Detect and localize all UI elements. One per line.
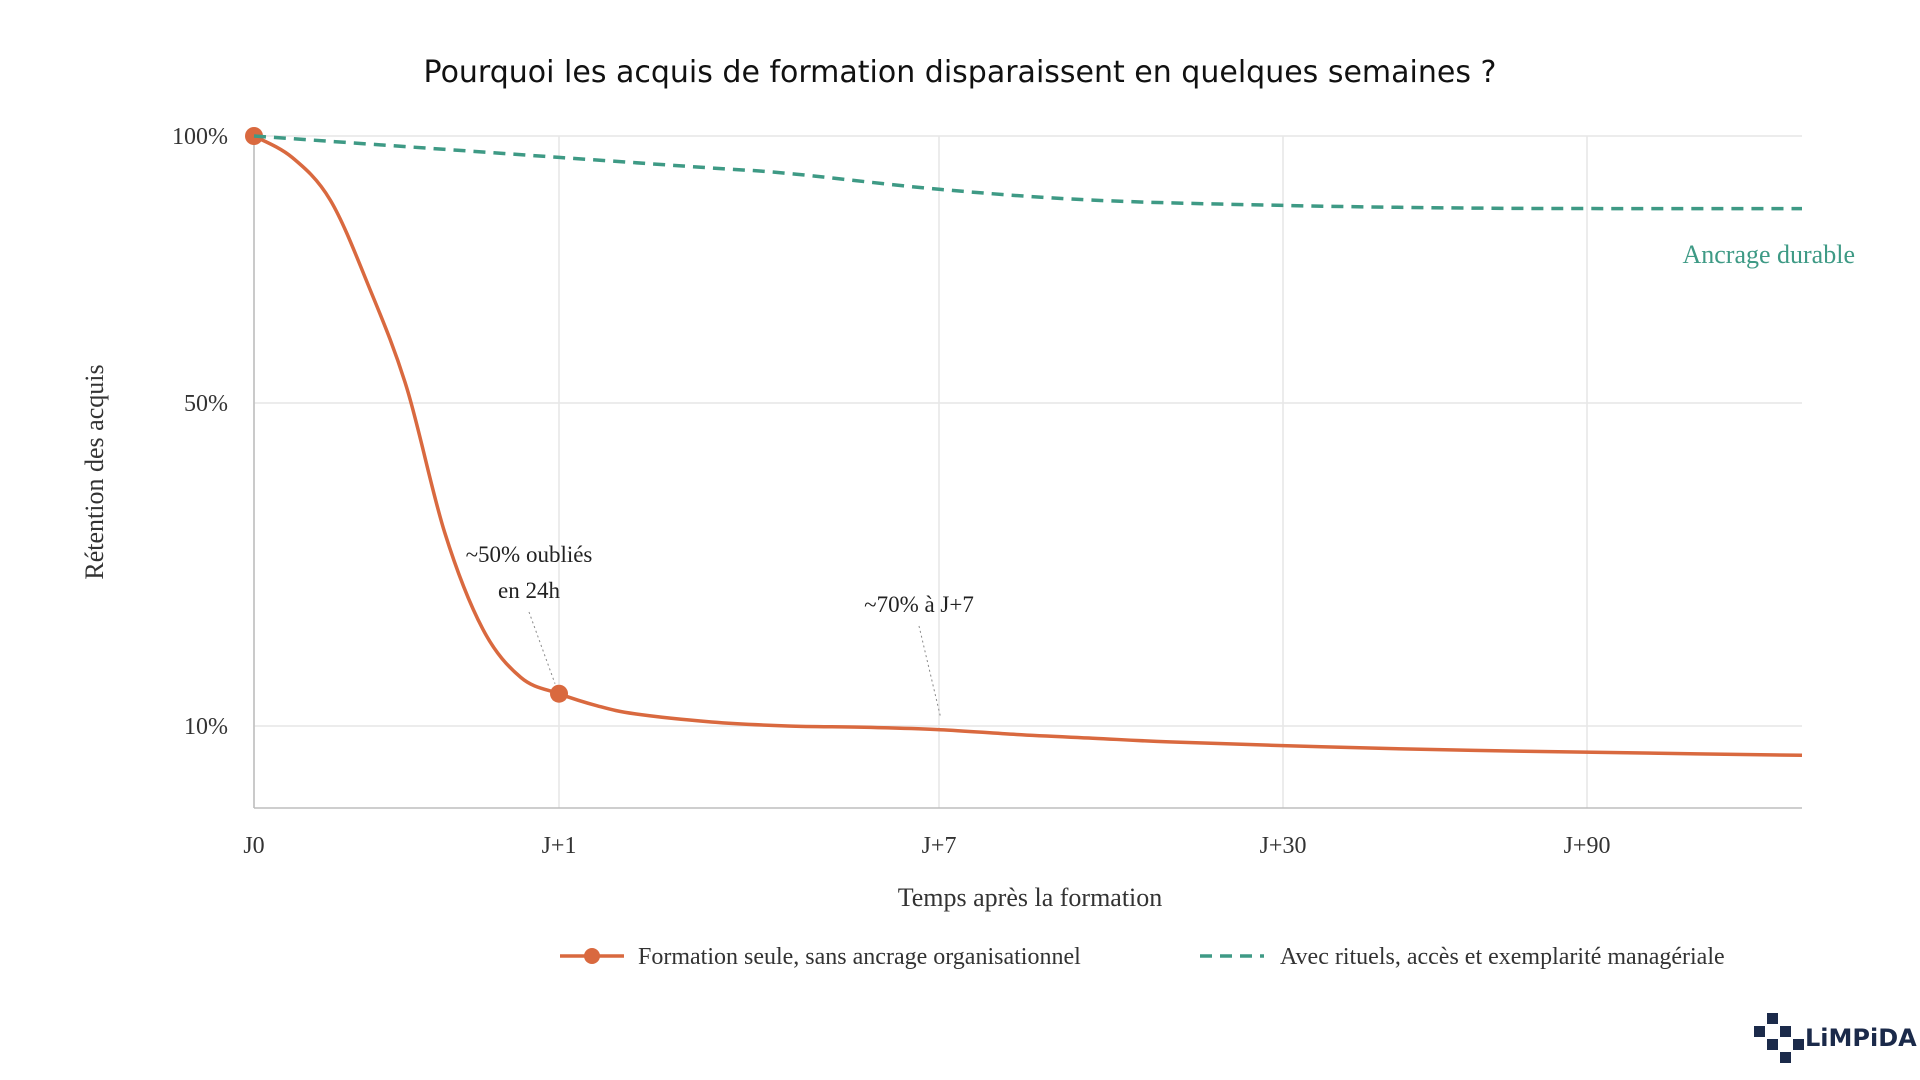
grid bbox=[253, 135, 1802, 808]
annotation-text: ~50% oubliés bbox=[466, 542, 593, 567]
y-axis-label: Rétention des acquis bbox=[80, 364, 109, 579]
axes: 100% 50% 10% J0 J+1 J+7 J+30 J+90 bbox=[172, 124, 1802, 859]
series-line-formation-seule bbox=[253, 134, 1803, 758]
annotation-leader bbox=[918, 625, 941, 717]
x-tick-label: J+1 bbox=[542, 833, 577, 859]
x-axis-label: Temps après la formation bbox=[898, 883, 1163, 912]
legend-label: Formation seule, sans ancrage organisati… bbox=[638, 944, 1081, 970]
logo-mark-icon bbox=[1754, 1013, 1804, 1063]
legend: Formation seule, sans ancrage organisati… bbox=[560, 944, 1725, 970]
x-tick-label: J+7 bbox=[922, 833, 957, 859]
annotation-leader bbox=[528, 611, 556, 684]
y-tick-label: 50% bbox=[184, 391, 228, 417]
annotation-text: en 24h bbox=[498, 578, 560, 603]
series-line-avec-rituels bbox=[253, 134, 1803, 211]
x-tick-label: J+90 bbox=[1564, 833, 1611, 859]
series-end-label: Ancrage durable bbox=[1682, 240, 1855, 269]
legend-label: Avec rituels, accès et exemplarité manag… bbox=[1280, 944, 1725, 970]
logo-text: LiMPiDA bbox=[1805, 1024, 1917, 1052]
chart-title: Pourquoi les acquis de formation dispara… bbox=[424, 55, 1497, 90]
series-marker bbox=[550, 684, 569, 703]
annotations: ~50% oubliés en 24h ~70% à J+7 bbox=[466, 542, 974, 717]
limpida-logo: LiMPiDA bbox=[1754, 1013, 1917, 1063]
x-tick-label: J+30 bbox=[1260, 833, 1307, 859]
y-tick-label: 10% bbox=[184, 714, 228, 740]
x-tick-label: J0 bbox=[243, 833, 264, 859]
y-tick-label: 100% bbox=[172, 124, 228, 150]
annotation-text: ~70% à J+7 bbox=[864, 592, 974, 617]
series: Ancrage durable bbox=[245, 127, 1855, 758]
legend-marker bbox=[584, 948, 600, 964]
